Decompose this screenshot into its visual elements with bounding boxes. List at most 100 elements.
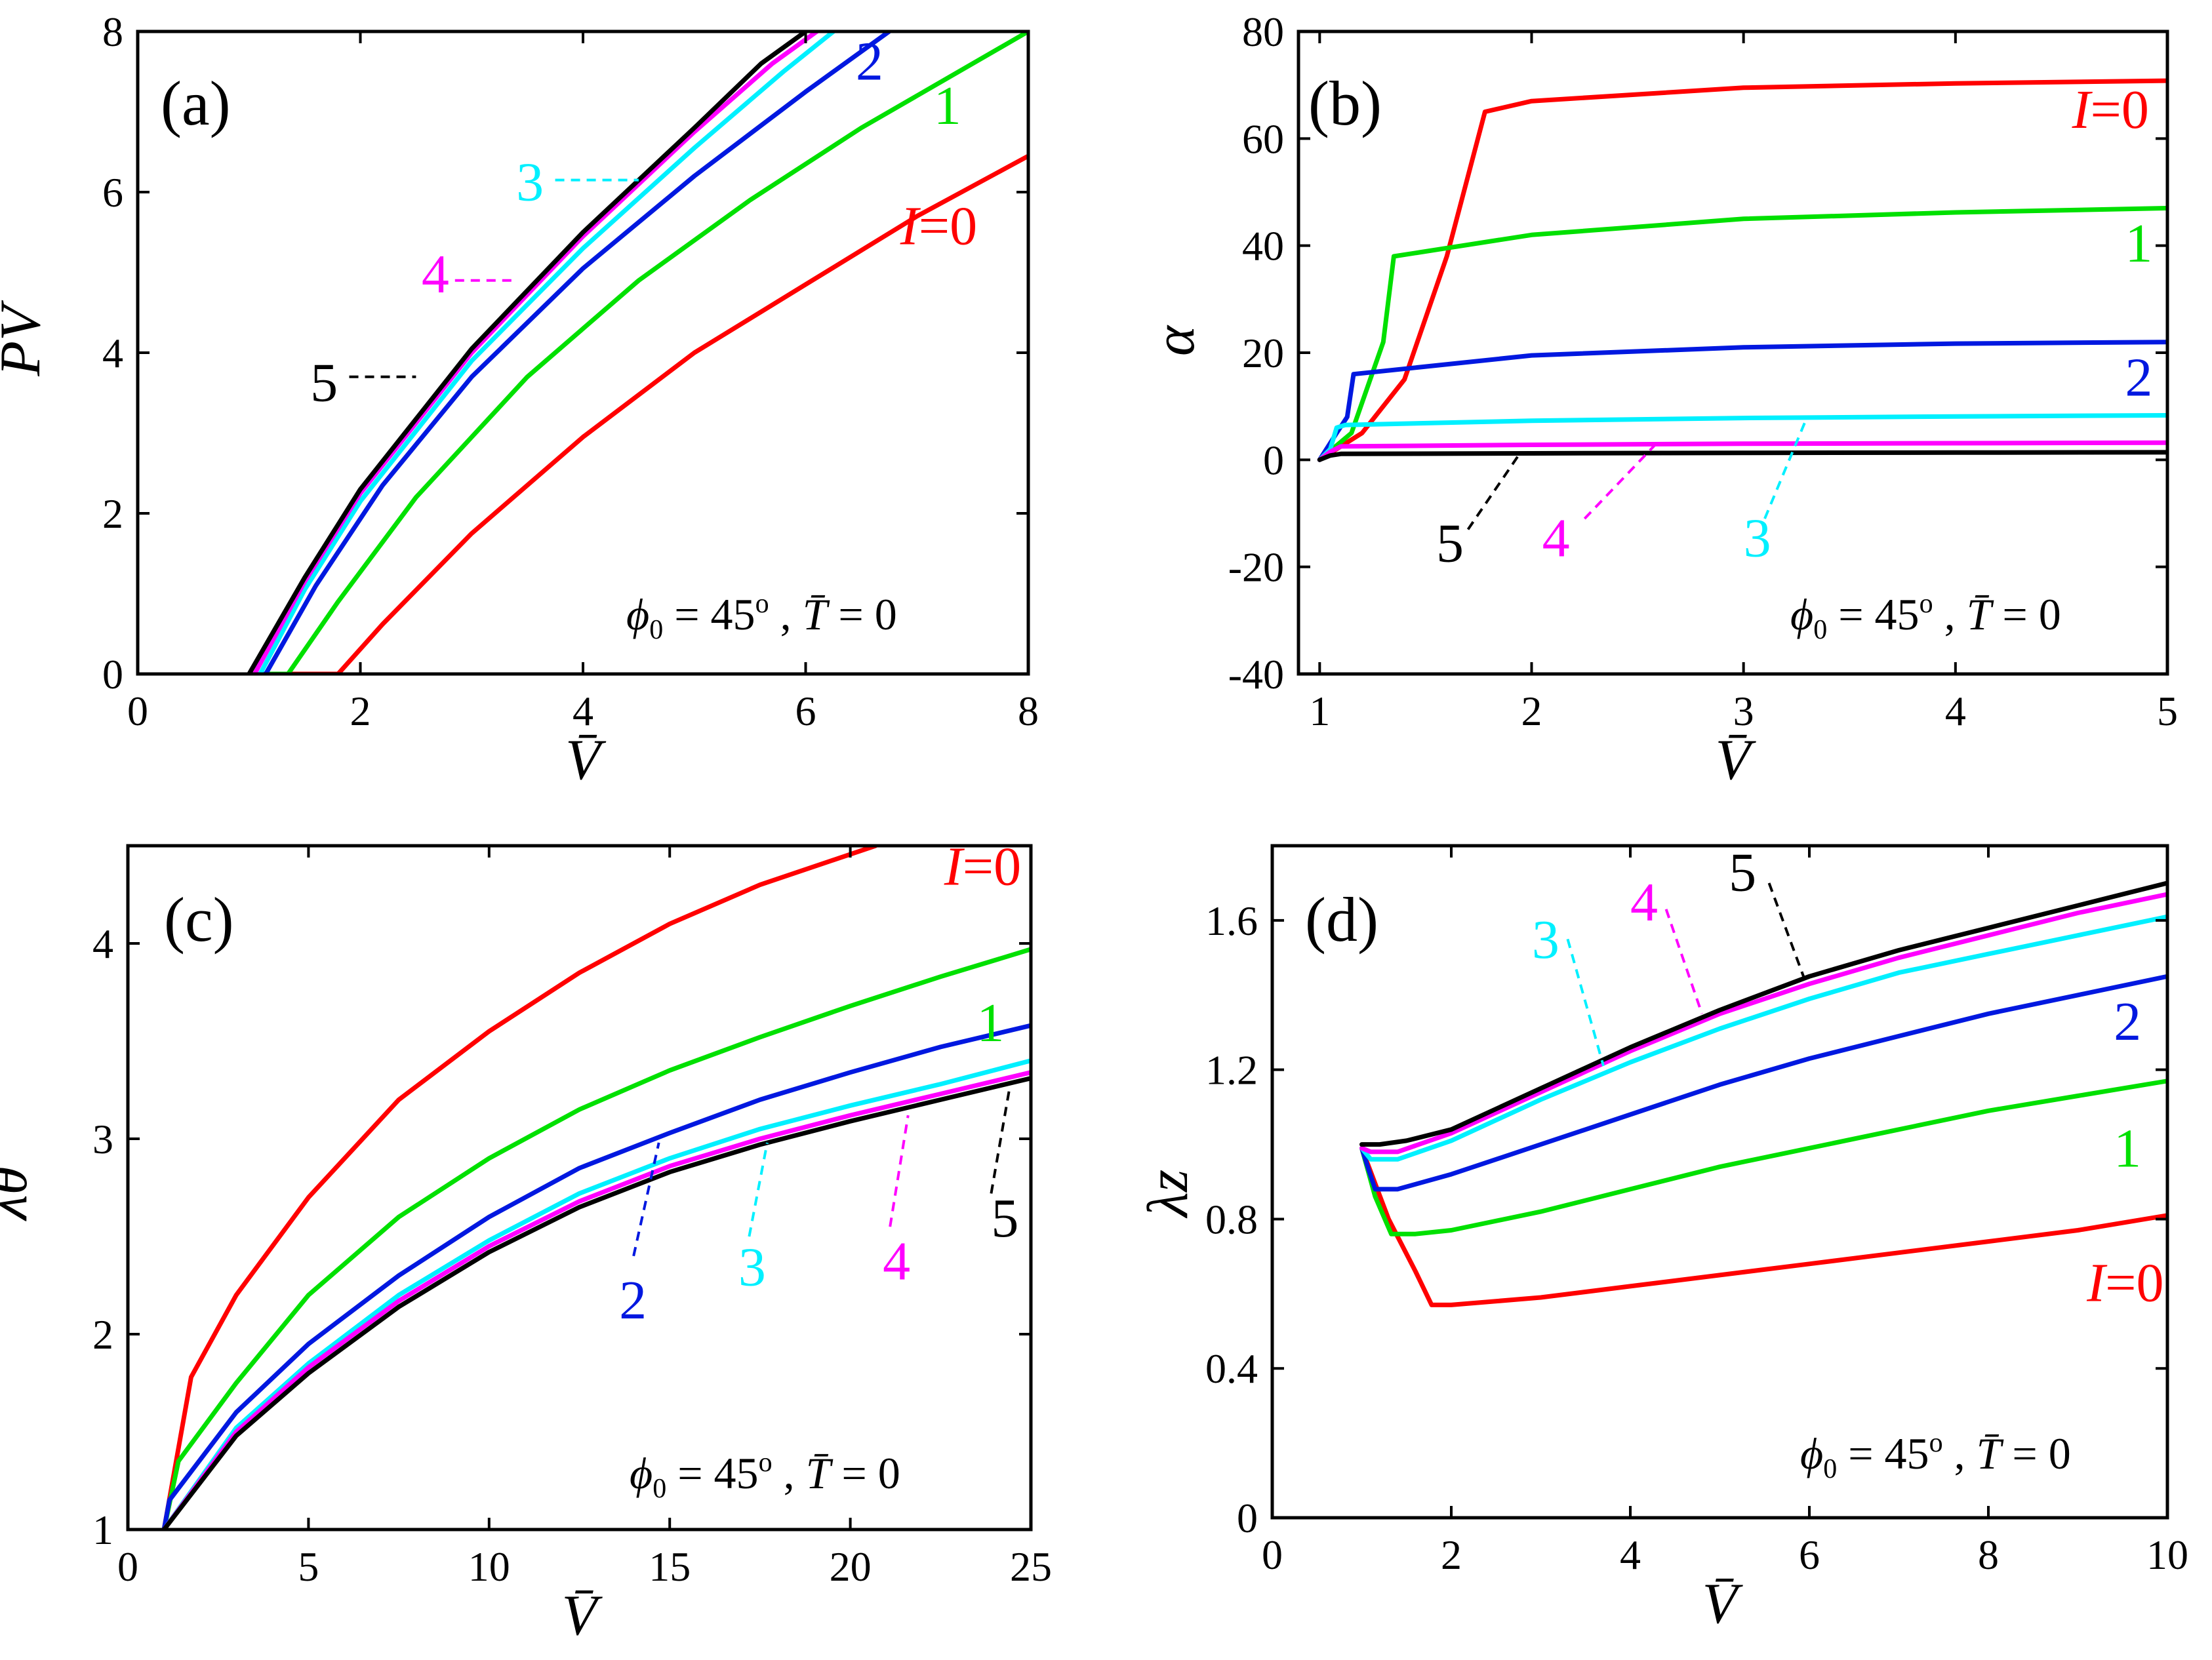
series-line-4 xyxy=(161,1070,1031,1530)
curve-label-I=0: I=0 xyxy=(900,196,977,257)
curve-label-1: 1 xyxy=(2125,213,2152,274)
y-axis-title: λz xyxy=(1136,1170,1200,1219)
x-tick-label: 3 xyxy=(1733,688,1754,734)
label-leader xyxy=(1583,440,1660,520)
y-tick-label: 2 xyxy=(92,1311,113,1358)
x-tick-label: 0 xyxy=(127,688,148,734)
condition-annotation: ϕ0 = 45o , T̄ = 0 xyxy=(1800,1428,2071,1484)
curve-label-I=0: I=0 xyxy=(2086,1253,2163,1314)
label-leader xyxy=(632,1142,660,1257)
curve-label-5: 5 xyxy=(991,1188,1018,1249)
y-tick-label: 80 xyxy=(1242,9,1284,55)
plot-frame xyxy=(1297,30,2169,676)
y-tick-label: 2 xyxy=(102,490,123,537)
y-tick-label: -20 xyxy=(1228,544,1284,591)
series-line-2 xyxy=(252,31,892,674)
x-tick-label: 20 xyxy=(830,1543,872,1590)
series-line-2 xyxy=(161,1023,1031,1530)
curve-label-5: 5 xyxy=(310,353,338,414)
series-line-I=0 xyxy=(1317,78,2167,462)
curve-label-1: 1 xyxy=(934,75,961,136)
x-tick-label: 2 xyxy=(1441,1532,1462,1578)
y-tick-label: 60 xyxy=(1242,115,1284,162)
x-axis-title: V̄ xyxy=(565,728,607,792)
y-tick-label: 1.6 xyxy=(1205,898,1258,944)
y-tick-label: 0 xyxy=(102,651,123,698)
curve-label-2: 2 xyxy=(2114,991,2141,1052)
series-line-1 xyxy=(161,947,1031,1530)
curve-label-3: 3 xyxy=(738,1237,766,1298)
condition-annotation: ϕ0 = 45o , T̄ = 0 xyxy=(630,1448,900,1504)
y-tick-label: 20 xyxy=(1242,330,1284,376)
panel-d: 0 2 4 6 8 10 0 0.4 0.8 1.2 1.6 V̄ λz (d) ϕ0 = 45o , T̄… xyxy=(1136,842,2188,1636)
series-line-I=0 xyxy=(161,846,878,1530)
series-group xyxy=(1317,78,2167,462)
y-tick-label: 3 xyxy=(92,1116,113,1162)
curve-label-4: 4 xyxy=(883,1231,910,1292)
curve-label-3: 3 xyxy=(1744,507,1771,568)
x-tick-label: 2 xyxy=(350,688,371,734)
y-tick-label: 0.4 xyxy=(1205,1345,1258,1392)
x-tick-label: 4 xyxy=(1945,688,1966,734)
series-line-4 xyxy=(247,31,819,674)
x-tick-label: 10 xyxy=(2146,1532,2188,1578)
y-tick-label: 4 xyxy=(102,330,123,376)
label-leader xyxy=(889,1115,910,1227)
condition-annotation: ϕ0 = 45o , T̄ = 0 xyxy=(1790,589,2061,645)
series-line-1 xyxy=(1317,206,2167,462)
y-axis-title: λθ xyxy=(0,1166,39,1221)
x-tick-label: 8 xyxy=(1018,688,1039,734)
label-leader xyxy=(1767,882,1807,981)
series-group xyxy=(161,846,1031,1530)
curve-label-1: 1 xyxy=(2114,1118,2141,1179)
series-line-3 xyxy=(247,31,836,674)
x-tick-label: 2 xyxy=(1521,688,1542,734)
curve-label-4: 4 xyxy=(1542,507,1570,568)
y-tick-label: 1 xyxy=(92,1507,113,1553)
panel-label: (b) xyxy=(1308,68,1382,138)
series-line-2 xyxy=(1359,974,2167,1192)
curve-label-5: 5 xyxy=(1729,842,1756,903)
series-line-4 xyxy=(1359,892,2167,1155)
label-leader xyxy=(1466,450,1522,530)
y-tick-label: 1.2 xyxy=(1205,1047,1258,1094)
series-line-5 xyxy=(1359,880,2167,1147)
series-line-1 xyxy=(247,31,1028,674)
y-tick-label: 8 xyxy=(102,9,123,55)
x-axis-title: V̄ xyxy=(562,1584,603,1648)
y-tick-label: 6 xyxy=(102,169,123,216)
y-tick-label: 0 xyxy=(1237,1495,1258,1541)
condition-annotation: ϕ0 = 45o , T̄ = 0 xyxy=(626,589,897,645)
x-tick-label: 8 xyxy=(1978,1532,1999,1578)
x-tick-label: 4 xyxy=(573,688,593,734)
panel-label: (a) xyxy=(161,68,231,138)
panel-b: 1 2 3 4 5 -40 -20 0 20 40 60 80 V̄ α (b) ϕ0 = 45o , T̄ … xyxy=(1143,9,2178,792)
label-leader xyxy=(1763,416,1809,519)
y-tick-label: 4 xyxy=(92,920,113,967)
label-leader xyxy=(1566,938,1605,1067)
x-tick-label: 0 xyxy=(117,1543,138,1590)
curve-label-I=0: I=0 xyxy=(944,837,1021,898)
x-tick-label: 5 xyxy=(298,1543,319,1590)
y-tick-label: 0.8 xyxy=(1205,1196,1258,1242)
curve-label-4: 4 xyxy=(422,244,449,305)
series-line-4 xyxy=(1317,440,2167,462)
series-line-5 xyxy=(161,1076,1031,1530)
series-line-5 xyxy=(1317,450,2167,462)
curve-label-I=0: I=0 xyxy=(2072,79,2149,140)
curve-label-2: 2 xyxy=(2125,347,2152,408)
series-line-I=0 xyxy=(247,153,1028,674)
x-tick-label: 6 xyxy=(1799,1532,1820,1578)
curve-label-2: 2 xyxy=(619,1270,647,1331)
x-tick-label: 4 xyxy=(1620,1532,1641,1578)
y-axis-title: α xyxy=(1143,325,1207,356)
series-group xyxy=(247,31,1028,674)
label-leader xyxy=(990,1090,1011,1194)
series-line-3 xyxy=(1359,914,2167,1162)
panel-label: (c) xyxy=(164,884,234,955)
plot-frame xyxy=(1270,844,2169,1520)
y-tick-label: 40 xyxy=(1242,223,1284,269)
x-tick-label: 15 xyxy=(649,1543,691,1590)
